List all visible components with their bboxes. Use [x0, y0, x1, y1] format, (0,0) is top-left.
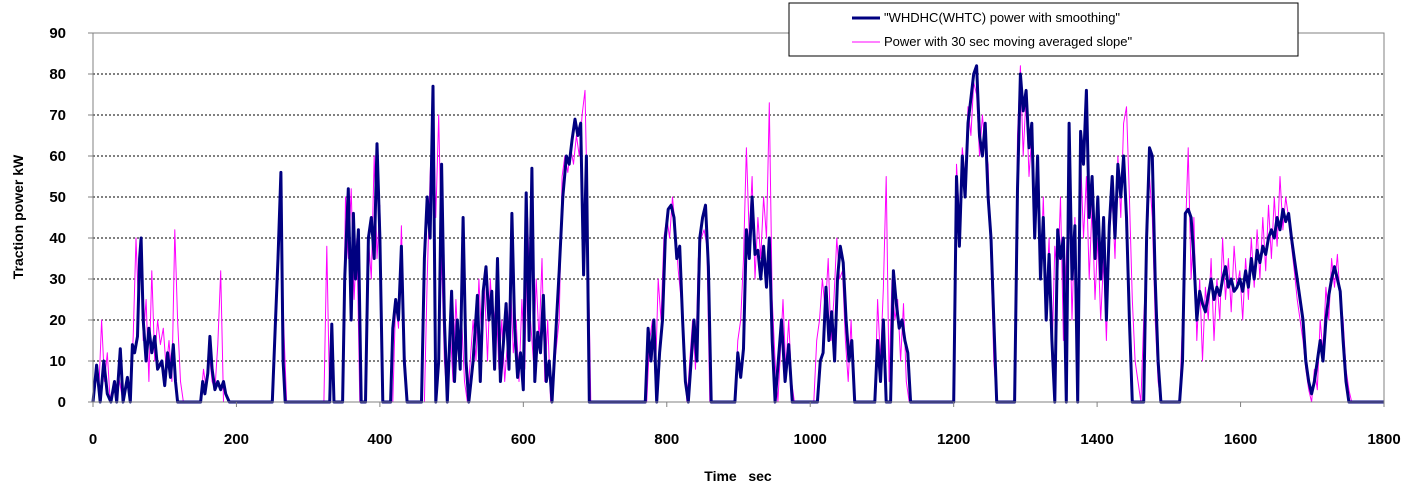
y-tick-label-30: 30	[49, 271, 66, 288]
y-tick-label-60: 60	[49, 148, 66, 165]
x-tick-label-1600: 1600	[1224, 431, 1257, 448]
x-tick-label-1200: 1200	[937, 431, 970, 448]
x-tick-label-0: 0	[89, 431, 97, 448]
y-tick-label-20: 20	[49, 312, 66, 329]
plot-area	[93, 33, 1384, 402]
y-tick-label-90: 90	[49, 25, 66, 42]
x-tick-label-1800: 1800	[1367, 431, 1400, 448]
y-tick-label-0: 0	[58, 394, 66, 411]
x-tick-label-1400: 1400	[1080, 431, 1113, 448]
x-tick-label-1000: 1000	[794, 431, 827, 448]
x-axis: 0 200 400 600 800 1000 1200 1400 1600 1800	[89, 402, 1401, 448]
x-axis-title: Time sec	[704, 468, 772, 484]
y-tick-label-10: 10	[49, 353, 66, 370]
y-axis-title: Traction power kW	[10, 154, 26, 279]
legend-label-series-2: Power with 30 sec moving averaged slope"	[884, 34, 1133, 49]
legend[interactable]: "WHDHC(WHTC) power with smoothing" Power…	[788, 2, 1299, 57]
x-tick-label-600: 600	[511, 431, 536, 448]
y-tick-label-40: 40	[49, 230, 66, 247]
y-tick-label-80: 80	[49, 66, 66, 83]
y-axis: 0 10 20 30 40 50 60 70 80 90	[49, 25, 93, 411]
x-tick-label-800: 800	[654, 431, 679, 448]
legend-box	[788, 2, 1299, 57]
y-tick-label-50: 50	[49, 189, 66, 206]
y-tick-label-70: 70	[49, 107, 66, 124]
x-tick-label-200: 200	[224, 431, 249, 448]
plot-frame	[92, 32, 1385, 403]
series-line-1	[91, 64, 1384, 404]
legend-label-series-1: "WHDHC(WHTC) power with smoothing"	[884, 10, 1120, 25]
x-tick-label-400: 400	[367, 431, 392, 448]
